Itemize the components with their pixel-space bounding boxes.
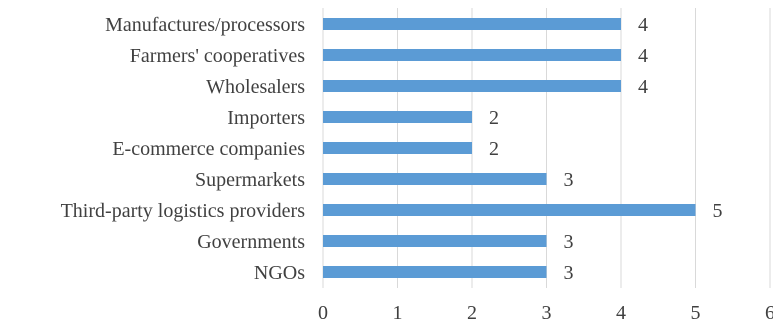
x-tick-label: 1 — [393, 302, 403, 324]
category-label: NGOs — [254, 262, 305, 284]
data-label: 4 — [638, 14, 648, 36]
x-tick-label: 4 — [616, 302, 626, 324]
x-axis-tick-labels: 0 1 2 3 4 5 6 — [318, 302, 773, 324]
bar — [323, 173, 547, 185]
data-label: 3 — [564, 262, 574, 284]
data-labels: 4 4 4 2 2 3 5 3 3 — [489, 14, 723, 284]
category-label: Wholesalers — [206, 76, 305, 98]
bars — [323, 18, 696, 278]
x-tick-label: 0 — [318, 302, 328, 324]
category-label: Farmers' cooperatives — [130, 45, 305, 67]
x-tick-label: 2 — [467, 302, 477, 324]
x-tick-label: 6 — [765, 302, 773, 324]
category-label: Third-party logistics providers — [61, 200, 306, 222]
x-tick-label: 5 — [691, 302, 701, 324]
bar — [323, 111, 472, 123]
bar — [323, 266, 547, 278]
bar — [323, 235, 547, 247]
data-label: 2 — [489, 107, 499, 129]
data-label: 2 — [489, 138, 499, 160]
category-label: E-commerce companies — [112, 138, 305, 160]
bar — [323, 80, 621, 92]
x-tick-label: 3 — [542, 302, 552, 324]
category-label: Supermarkets — [195, 169, 305, 191]
data-label: 5 — [713, 200, 723, 222]
category-label: Manufactures/processors — [105, 14, 305, 36]
category-label: Governments — [197, 231, 305, 253]
data-label: 4 — [638, 45, 648, 67]
bar — [323, 142, 472, 154]
category-labels: Manufactures/processors Farmers' cooperat… — [61, 14, 306, 284]
data-label: 3 — [564, 231, 574, 253]
bar — [323, 49, 621, 61]
bar — [323, 18, 621, 30]
category-label: Importers — [227, 107, 305, 129]
bar — [323, 204, 696, 216]
data-label: 3 — [564, 169, 574, 191]
data-label: 4 — [638, 76, 648, 98]
